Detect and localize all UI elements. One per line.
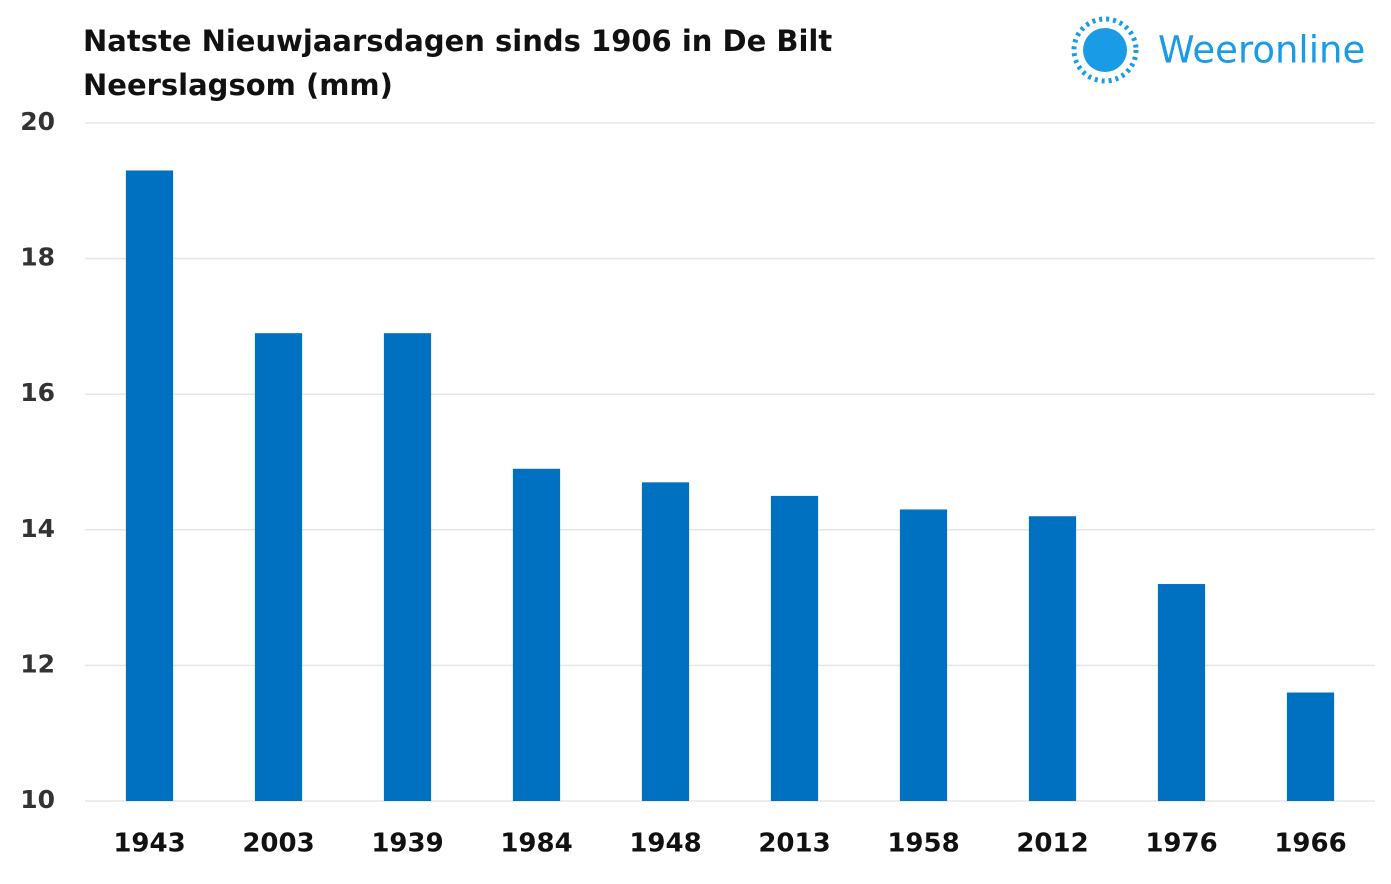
chart-title: Natste Nieuwjaarsdagen sinds 1906 in De … [83,24,832,58]
x-tick-label: 2003 [242,829,314,859]
x-tick-label: 1976 [1145,829,1217,859]
x-tick-label: 1948 [629,829,701,859]
y-tick-label: 14 [20,514,55,543]
bar [1028,516,1077,801]
x-tick-label: 1966 [1274,829,1346,859]
chart-subtitle: Neerslagsom (mm) [83,68,393,102]
y-tick-label: 20 [20,107,55,136]
x-tick-label: 1943 [113,829,185,859]
y-tick-label: 16 [20,378,55,407]
y-tick-label: 18 [20,243,55,272]
bar [125,170,174,801]
x-tick-label: 1958 [887,829,959,859]
bar [1286,692,1335,801]
logo-icon [1071,16,1139,84]
y-tick-label: 10 [20,785,55,814]
logo-text: Weeronline [1158,29,1365,72]
x-tick-label: 1984 [500,829,572,859]
bar [1157,584,1206,801]
y-tick-label: 12 [20,649,55,678]
bar [770,495,819,801]
bar [641,482,690,801]
bar [254,333,303,801]
x-tick-label: 2013 [758,829,830,859]
x-tick-label: 1939 [371,829,443,859]
bar [899,509,948,801]
bar [383,333,432,801]
bar [512,468,561,801]
x-tick-label: 2012 [1016,829,1088,859]
